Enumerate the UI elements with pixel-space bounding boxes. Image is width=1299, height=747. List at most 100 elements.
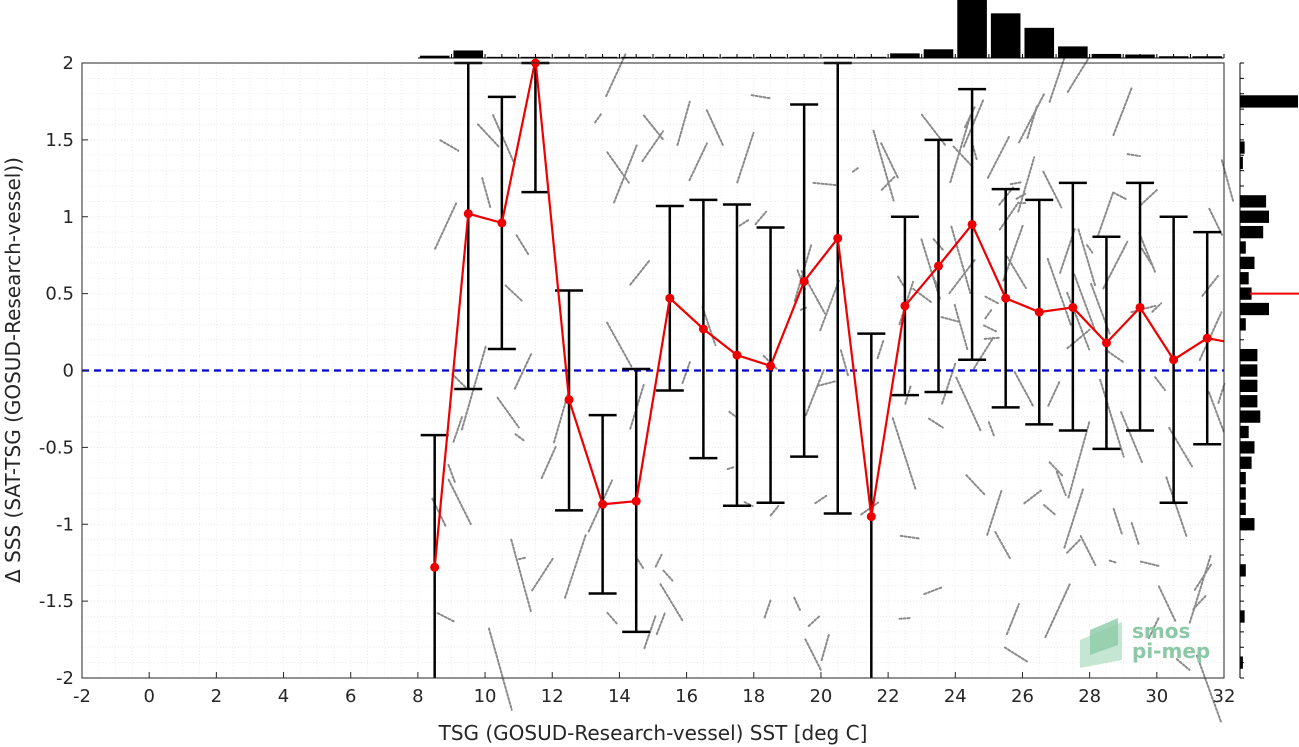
data-point (1034, 307, 1044, 317)
logo-line1: smos (1132, 619, 1190, 643)
scatter-streak (998, 201, 1020, 231)
scatter-streak (1079, 535, 1097, 567)
scatter-streak (763, 599, 772, 619)
scatter-streak (973, 336, 995, 370)
scatter-streak (1046, 257, 1072, 326)
y-tick-label: 1 (63, 207, 74, 228)
y-tick-label: 0.5 (45, 284, 74, 305)
scatter-streak (1139, 188, 1159, 207)
scatter-streak (962, 99, 985, 148)
scatter-streak (594, 112, 603, 124)
data-point (1135, 302, 1145, 312)
scatter-streak (504, 284, 524, 303)
data-point (564, 395, 574, 405)
scatter-streak (452, 415, 464, 443)
scatter-streak (613, 144, 638, 204)
scatter-streak (1013, 371, 1035, 408)
scatter-streak (984, 307, 994, 320)
scatter-streak (606, 321, 633, 369)
top-histogram (417, 0, 1225, 59)
data-point (766, 361, 776, 371)
right-hist-bar (1240, 502, 1246, 516)
data-point (497, 218, 507, 228)
scatter-streak (476, 123, 500, 148)
right-histogram (1239, 62, 1299, 679)
data-point (1001, 293, 1011, 303)
data-point (463, 209, 473, 219)
data-point (1068, 302, 1078, 312)
data-point (799, 276, 809, 286)
scatter-streak (1165, 476, 1188, 537)
x-tick-label: 2 (211, 686, 222, 707)
scatter-streak (492, 114, 516, 165)
right-hist-bar (1240, 379, 1258, 393)
scatter-streak (1207, 391, 1225, 434)
x-tick-label: 24 (944, 686, 967, 707)
right-hist-bar (1240, 241, 1246, 254)
right-hist-bar (1240, 302, 1269, 316)
scatter-streak (953, 303, 969, 352)
scatter-streak (447, 463, 456, 484)
scatter-streak (1067, 420, 1091, 499)
scatter-streak (1003, 646, 1028, 663)
scatter-streak (662, 569, 674, 582)
x-tick-label: 8 (412, 686, 423, 707)
scatter-streak (1096, 190, 1115, 238)
right-hist-bar (1240, 156, 1243, 170)
data-point (866, 512, 876, 522)
scatter-streak (654, 553, 663, 568)
scatter-streak (738, 218, 750, 227)
scatter-streak (1077, 228, 1097, 287)
scatter-streak (605, 52, 627, 98)
scatter-streak (655, 611, 667, 636)
scatter-streak (513, 352, 533, 390)
right-hist-bar (1240, 141, 1245, 154)
y-tick-label: 0 (63, 361, 74, 382)
right-hist-bar (1240, 287, 1252, 300)
data-point (934, 261, 943, 271)
scatter-streak (897, 275, 906, 289)
scatter-streak (515, 234, 531, 257)
y-tick-label: 2 (63, 53, 74, 74)
right-hist-bar (1240, 256, 1255, 270)
data-point (631, 496, 641, 506)
right-hist-bar (1240, 410, 1261, 423)
scatter-streak (994, 531, 1012, 560)
right-hist-bar (1240, 364, 1258, 377)
scatter-streak (1048, 461, 1064, 477)
scatter-streak (1086, 244, 1094, 254)
x-tick-label: 0 (143, 686, 154, 707)
scatter-streak (1063, 488, 1084, 549)
scatter-streak (819, 279, 840, 332)
y-ticks: -2 -1.5 -1 -0.5 0 0.5 1 1.5 2 (39, 53, 88, 689)
scatter-streak (1126, 153, 1141, 158)
y-tick-label: -0.5 (39, 437, 74, 458)
y-tick-label: -1 (56, 514, 74, 535)
scatter-streak (436, 612, 456, 623)
scatter-streak (447, 478, 472, 526)
scatter-streak (793, 596, 801, 611)
scatter-streak (1147, 616, 1160, 640)
data-point (430, 562, 440, 572)
scatter-streak (1195, 654, 1223, 724)
x-tick-label: 16 (675, 686, 698, 707)
scatter-streak (982, 324, 997, 333)
scatter-streak (949, 115, 972, 184)
scatter-streak (481, 177, 492, 210)
right-hist-bar (1240, 656, 1243, 669)
smos-pi-mep-logo: smos pi-mep (1080, 618, 1210, 668)
scatter-streak (1066, 56, 1090, 93)
y-tick-label: -1.5 (39, 591, 74, 612)
scatter-streak (898, 617, 912, 620)
scatter-streak (1023, 489, 1043, 505)
data-point (665, 293, 675, 303)
right-hist-bar (1240, 318, 1246, 331)
right-hist-bar (1240, 95, 1298, 108)
scatter-streak (1139, 560, 1161, 568)
scatter-streak (1188, 552, 1213, 624)
scatter-streak (812, 181, 839, 187)
scatter-streak (531, 557, 554, 592)
x-tick-label: 32 (1213, 686, 1236, 707)
scatter-streak (1120, 411, 1144, 465)
scatter-streak (955, 376, 982, 432)
